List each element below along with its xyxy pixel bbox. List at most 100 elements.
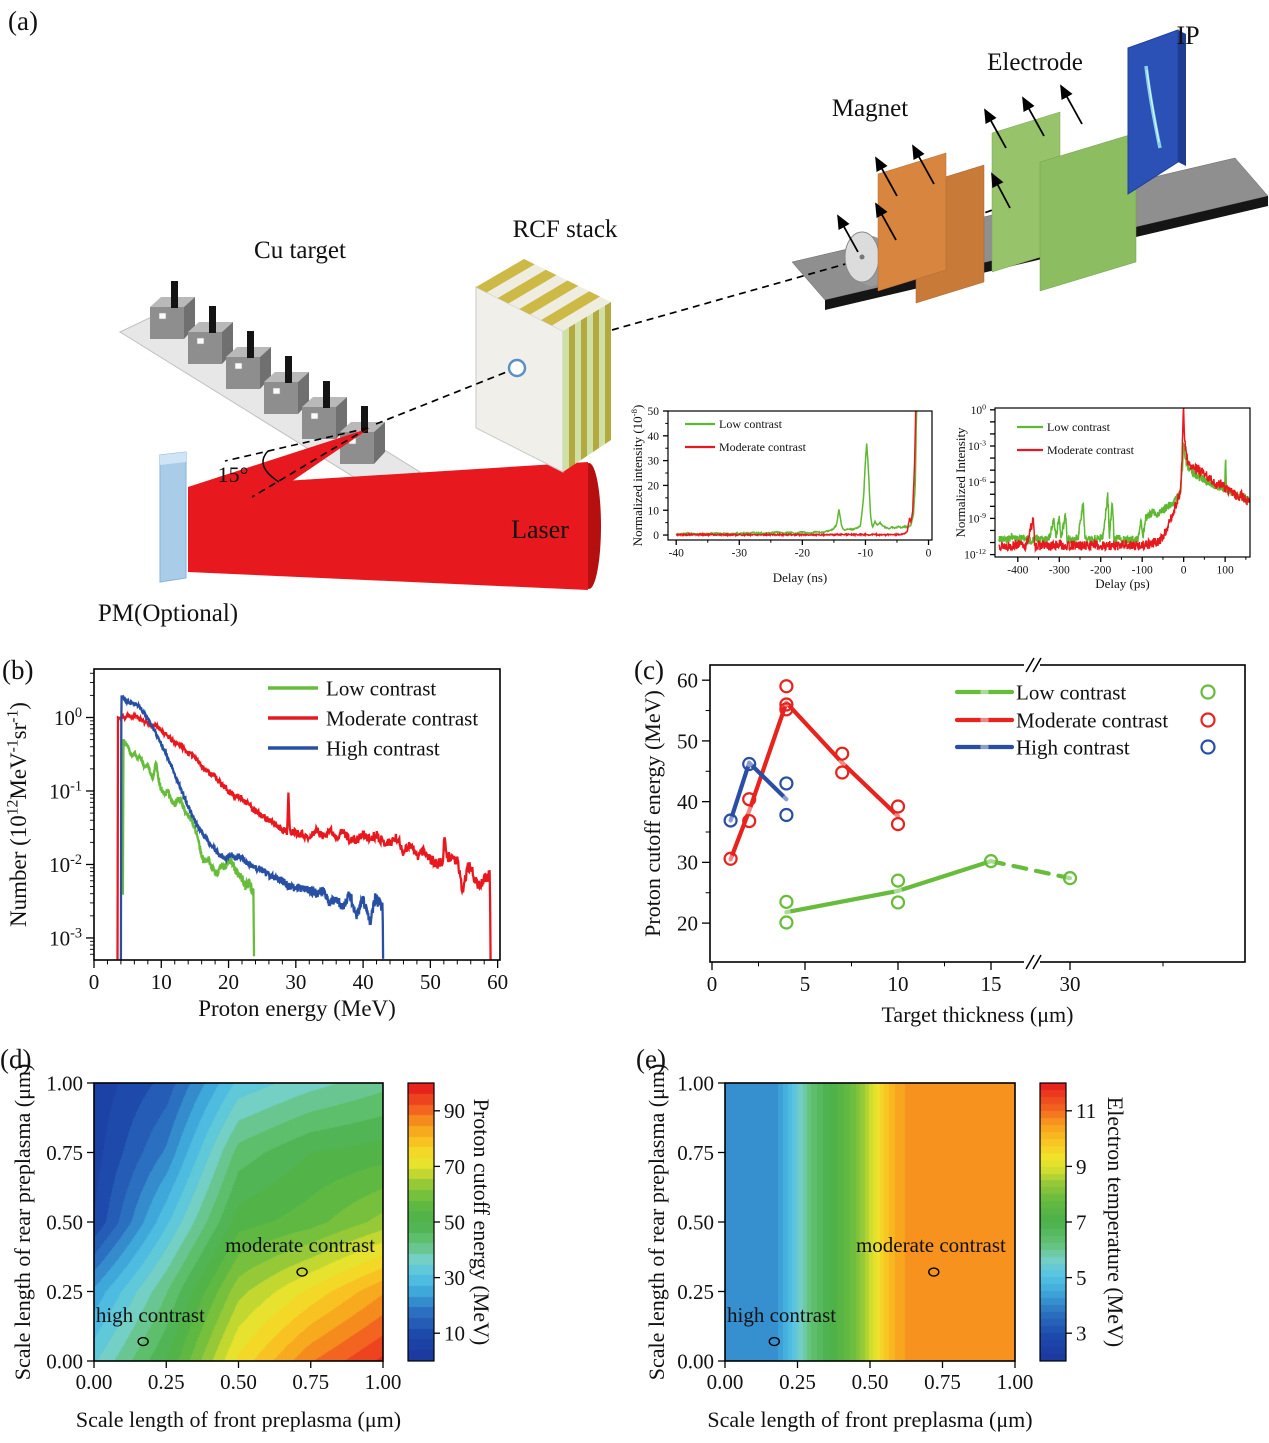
open-marker <box>779 679 794 694</box>
target-holder-front <box>188 332 222 364</box>
target-holder-front <box>264 382 298 414</box>
x-tick-label: 0 <box>1181 565 1187 577</box>
rcf-entrance-hole <box>507 358 527 378</box>
beamline-dashed-2 <box>611 262 850 331</box>
y-axis-title: Scale length of rear preplasma (μm) <box>10 1064 35 1381</box>
annotation-label: moderate contrast <box>225 1233 375 1257</box>
annotation-marker <box>296 1267 308 1277</box>
laser-label: Laser <box>511 515 569 544</box>
rcf-side-stripe <box>563 327 569 472</box>
open-marker <box>779 915 794 930</box>
y-axis-title: Scale length of rear preplasma (μm) <box>644 1064 669 1381</box>
legend: Low contrast Moderate contrast <box>685 417 807 454</box>
line-marker <box>782 907 791 917</box>
y-tick-label: 40 <box>677 790 698 814</box>
target-foil-tab <box>285 356 292 383</box>
target-holder-front <box>150 307 184 339</box>
x-tick-label: 0.25 <box>779 1370 816 1394</box>
ip-label: IP <box>1176 21 1199 50</box>
plot-frame <box>709 664 1246 963</box>
electrode-label: Electrode <box>987 49 1083 76</box>
y-axis-title: Proton cutoff energy (MeV) <box>640 690 665 937</box>
x-axis-title: Scale length of front preplasma (μm) <box>707 1407 1032 1432</box>
open-marker <box>779 807 794 823</box>
target-aperture <box>196 337 205 345</box>
y-axis: 0 10 20 30 40 50 <box>648 406 668 542</box>
target-foil-tab <box>171 281 178 308</box>
y-axis: 10-12 10-9 10-6 10-3 100 <box>964 402 995 562</box>
axis-break-slash <box>1032 657 1042 673</box>
rcf-top-stripe <box>476 259 535 293</box>
colorbar-tick-label: 30 <box>444 1266 465 1290</box>
open-marker <box>779 697 794 712</box>
open-marker <box>779 894 794 909</box>
series-low-contrast <box>121 738 256 957</box>
y-axis-title: Normalized Intensity <box>953 427 968 538</box>
legend: Low contrast Moderate contrast High contra… <box>268 676 478 760</box>
x-tick-label: 0.25 <box>148 1370 185 1394</box>
x-tick-label: 1.00 <box>365 1370 402 1394</box>
x-tick-label: -100 <box>1132 565 1153 577</box>
annotation-label: moderate contrast <box>856 1233 1006 1257</box>
rcf-layer-stripes <box>476 259 611 472</box>
panel-a-setup-diagram: Cu target RCF stack Magnet Electrode IP … <box>98 21 1269 627</box>
cu-target-holders <box>150 281 385 464</box>
y-tick-label: 50 <box>648 406 660 418</box>
pm-plate <box>159 451 187 583</box>
legend-label: High contrast <box>326 736 440 760</box>
x-tick-label: 0.50 <box>220 1370 257 1394</box>
rcf-top-stripe <box>530 285 590 320</box>
x-tick-label: 20 <box>218 970 239 994</box>
x-axis-title: Proton energy (MeV) <box>198 996 396 1021</box>
axis-break-slash <box>1025 657 1035 673</box>
laser-incident-beam <box>188 462 588 590</box>
legend-open-marker <box>1200 684 1216 700</box>
y-tick-label: 0.00 <box>677 1349 714 1373</box>
target-aperture <box>234 362 243 370</box>
rcf-side-stripe <box>569 323 575 468</box>
y-tick-label: 60 <box>677 669 698 693</box>
x-axis-title: Delay (ps) <box>1095 576 1150 591</box>
x-tick-label: -200 <box>1090 565 1111 577</box>
axis-break-slash <box>1032 954 1042 970</box>
line-marker <box>782 795 791 804</box>
y-tick-label: 10-9 <box>968 511 986 525</box>
angle-label: 15° <box>218 462 249 487</box>
open-marker <box>983 854 999 869</box>
y-tick-label: 0.50 <box>677 1210 714 1234</box>
open-marker <box>835 746 850 761</box>
colorbar-axis: 3 5 7 9 11 <box>1066 1099 1096 1346</box>
x-tick-label: 1.00 <box>997 1370 1034 1394</box>
series-moderate-contrast <box>676 411 917 538</box>
annotation-marker <box>928 1267 940 1277</box>
rcf-side-stripe <box>587 312 593 456</box>
electrode-plate-right <box>1039 132 1137 292</box>
legend-label: Low contrast <box>1047 420 1111 434</box>
series-moderate-contrast <box>723 679 906 866</box>
cu-target-label: Cu target <box>254 237 346 264</box>
x-axis: -400 -300 -200 -100 0 100 <box>1007 557 1247 577</box>
y-tick-label: 10-1 <box>49 778 82 803</box>
open-marker <box>1062 871 1078 886</box>
x-axis: 0 10 20 30 40 50 60 <box>89 960 508 994</box>
target-aperture <box>272 387 281 395</box>
x-tick-label: 0.00 <box>707 1370 744 1394</box>
target-holder-side <box>374 422 385 464</box>
series-moderate-contrast <box>998 408 1250 554</box>
line-marker <box>745 758 754 767</box>
ip-side-edge <box>1178 30 1186 166</box>
pm-plate-top-edge <box>160 452 186 465</box>
x-tick-label: 0 <box>707 972 718 996</box>
rcf-top-stripe <box>497 269 557 304</box>
legend-label: Moderate contrast <box>326 706 478 730</box>
line-marker <box>838 758 847 767</box>
panel-e-label: (e) <box>636 1044 666 1074</box>
panel-c-label: (c) <box>634 655 664 685</box>
target-foil-tab <box>361 406 368 433</box>
rcf-side-stripe <box>599 305 605 448</box>
legend-open-marker <box>1200 739 1216 755</box>
rcf-side-stripe <box>605 302 611 444</box>
panel-d-label: (d) <box>0 1044 32 1074</box>
rcf-top-stripe <box>552 296 611 331</box>
panel-d-contour-chart: 0.00 0.25 0.50 0.75 1.00 0.00 0.25 0.50 0.75 1.00… <box>10 1064 494 1432</box>
